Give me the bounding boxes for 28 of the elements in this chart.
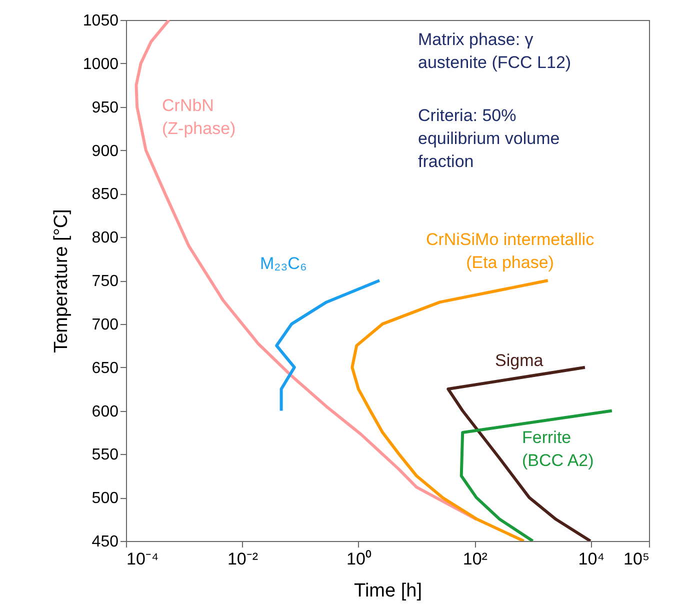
series-label: CrNiSiMo intermetallic (Eta phase) <box>426 230 595 272</box>
annotation: Matrix phase: γ austenite (FCC L12) <box>418 30 572 72</box>
series-label: Sigma <box>495 351 544 370</box>
annotation: Criteria: 50% equilibrium volume fraction <box>418 106 560 171</box>
x-tick-label: 10² <box>462 550 488 568</box>
y-tick-label: 1050 <box>82 12 119 30</box>
text: M₂₃C₆ <box>260 254 307 273</box>
y-tick-label: 700 <box>92 316 119 334</box>
y-tick-label: 950 <box>92 99 119 116</box>
y-axis-title: Temperature [°C] <box>50 209 72 353</box>
y-tick-label: 550 <box>92 446 119 464</box>
x-axis-title: Time [h] <box>354 580 422 602</box>
y-tick-label: 1000 <box>82 56 119 73</box>
x-tick-label: 10⁻⁴ <box>126 550 159 568</box>
y-tick-label: 650 <box>92 360 119 377</box>
x-tick-label: 10⁰ <box>346 550 372 568</box>
y-tick-label: 900 <box>92 142 119 160</box>
y-tick-label: 750 <box>92 273 119 290</box>
y-tick-label: 800 <box>92 230 119 247</box>
y-tick-label: 850 <box>92 186 119 204</box>
y-tick-label: 600 <box>92 403 119 420</box>
x-tick-label: 10⁻² <box>227 550 258 568</box>
series-label: Ferrite (BCC A2) <box>522 428 594 470</box>
y-tick-label: 450 <box>92 534 119 550</box>
x-tick-label: 10⁴ <box>578 550 604 568</box>
series-label: CrNbN (Z-phase) <box>162 96 236 138</box>
y-tick-label: 500 <box>92 490 119 508</box>
x-tick-label: 10⁵ <box>624 550 650 568</box>
